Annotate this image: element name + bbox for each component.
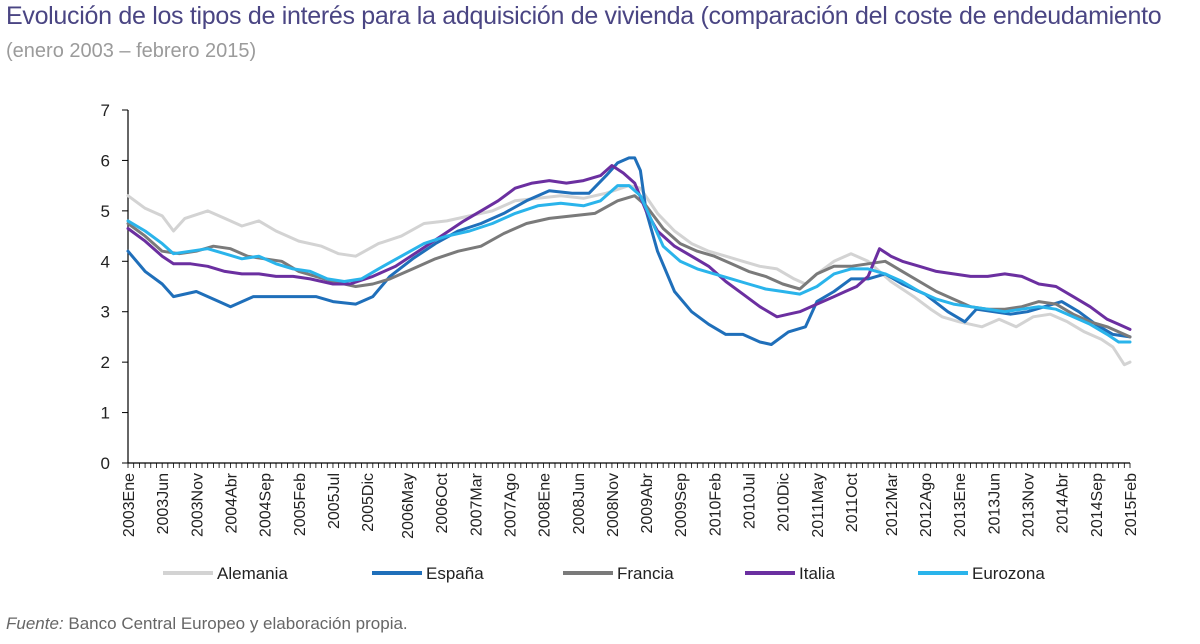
series-line-francia	[126, 194, 1132, 339]
legend-label: Eurozona	[972, 564, 1045, 583]
series-line-italia	[126, 164, 1132, 331]
x-tick-label: 2013Ene	[952, 473, 969, 537]
x-tick-label: 2013Nov	[1021, 473, 1038, 537]
series-line-eurozona	[126, 184, 1132, 344]
chart-subtitle: (enero 2003 – febrero 2015)	[6, 40, 257, 62]
legend-label: Francia	[617, 564, 674, 583]
source-note: Fuente: Banco Central Europeo y elaborac…	[6, 614, 408, 634]
chart-title: Evolución de los tipos de interés para l…	[6, 2, 1162, 30]
x-tick-label: 2004Abr	[223, 472, 240, 533]
y-tick-label: 6	[101, 151, 110, 170]
x-tick-label: 2008Nov	[605, 473, 622, 537]
x-tick-label: 2006May	[400, 473, 417, 539]
x-tick-label: 2008Jun	[571, 473, 588, 534]
x-tick-label: 2012Ago	[918, 473, 935, 537]
x-tick-label: 2013Jun	[986, 473, 1003, 534]
x-tick-label: 2003Ene	[121, 473, 138, 537]
x-tick-label: 2004Sep	[258, 473, 275, 537]
legend-label: Italia	[799, 564, 835, 583]
y-tick-label: 0	[101, 454, 110, 473]
x-tick-label: 2007Ago	[502, 473, 519, 537]
series-line-alemania	[126, 184, 1132, 367]
x-tick-label: 2008Ene	[537, 473, 554, 537]
x-tick-label: 2010Jul	[742, 473, 759, 529]
x-tick-label: 2015Feb	[1123, 473, 1140, 536]
x-tick-label: 2005Dic	[360, 473, 377, 532]
x-tick-label: 2005Jul	[326, 473, 343, 529]
y-tick-label: 5	[101, 202, 110, 221]
x-tick-label: 2011Oct	[844, 472, 861, 532]
x-tick-label: 2006Oct	[434, 472, 451, 533]
x-tick-label: 2009Sep	[673, 473, 690, 537]
x-tick-label: 2009Abr	[639, 472, 656, 533]
source-text: Banco Central Europeo y elaboración prop…	[68, 614, 408, 633]
x-tick-label: 2010Feb	[707, 473, 724, 536]
x-tick-label: 2011May	[810, 473, 827, 538]
y-tick-label: 2	[101, 353, 110, 372]
y-tick-label: 4	[101, 252, 110, 271]
x-tick-label: 2003Jun	[155, 473, 172, 534]
x-tick-label: 2012Mar	[884, 472, 901, 536]
x-tick-label: 2007Mar	[468, 472, 485, 536]
y-tick-label: 3	[101, 303, 110, 322]
legend-label: Alemania	[217, 564, 288, 583]
y-tick-label: 7	[101, 101, 110, 120]
legend-label: España	[426, 564, 484, 583]
x-tick-label: 2010Dic	[776, 473, 793, 532]
x-tick-label: 2014Sep	[1089, 473, 1106, 537]
x-tick-label: 2005Feb	[292, 473, 309, 536]
x-tick-label: 2003Nov	[189, 473, 206, 537]
x-tick-label: 2014Abr	[1055, 472, 1072, 533]
source-label: Fuente:	[6, 614, 64, 633]
y-tick-label: 1	[101, 404, 110, 423]
